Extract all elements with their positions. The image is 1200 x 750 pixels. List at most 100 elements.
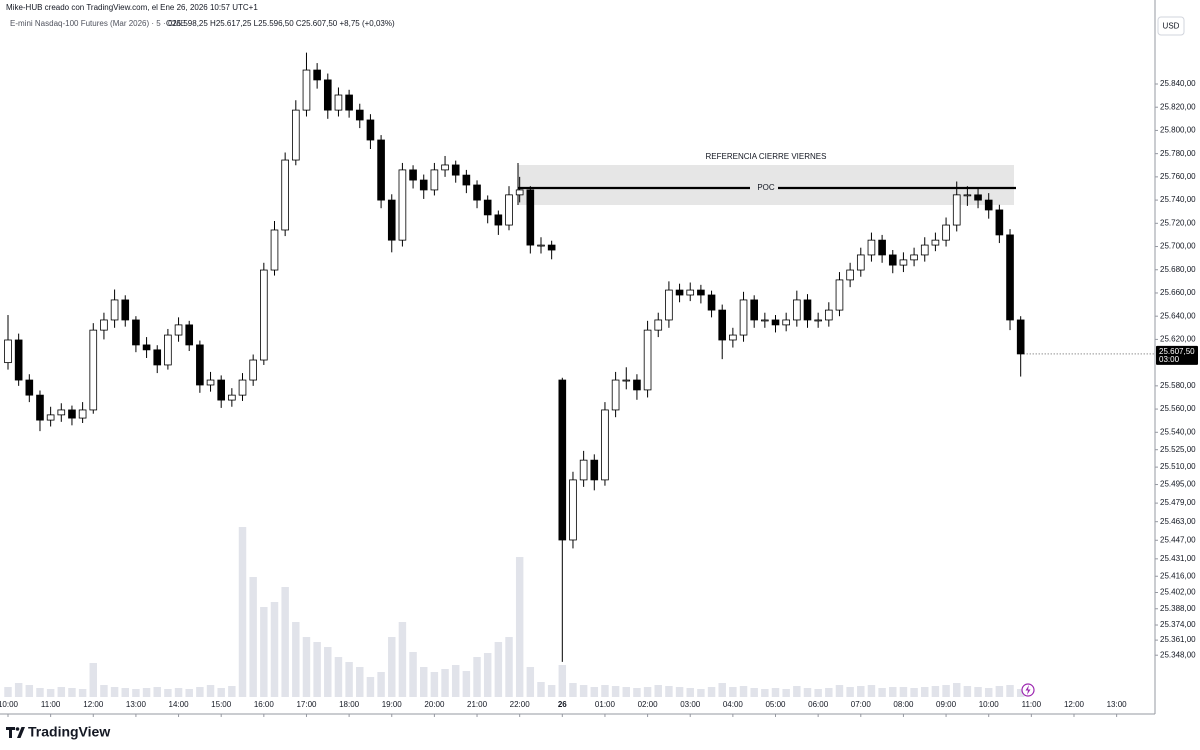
candle-body: [164, 334, 172, 366]
y-tick-label: 25.700,00: [1160, 242, 1196, 251]
candle-body: [430, 169, 439, 191]
x-tick-label: 10:00: [979, 700, 1000, 709]
x-tick-label: 10:00: [0, 700, 19, 709]
brand-logo: TradingView: [6, 724, 110, 740]
volume-bar: [942, 685, 950, 697]
volume-bar: [601, 685, 609, 697]
y-tick-label: 25.510,00: [1160, 462, 1196, 471]
candle-body: [270, 229, 279, 271]
volume-bar: [750, 688, 758, 697]
volume-bar: [473, 657, 481, 697]
candle-body: [579, 459, 588, 481]
x-tick-label: 12:00: [83, 700, 104, 709]
logo-mark: [6, 727, 25, 738]
candle-body: [260, 269, 268, 361]
volume-bar: [441, 669, 449, 697]
x-tick-label: 20:00: [424, 700, 445, 709]
candle-body: [867, 239, 876, 256]
volume-bar: [857, 686, 865, 697]
volume-bar: [420, 667, 428, 697]
y-tick-label: 25.680,00: [1160, 265, 1196, 274]
y-tick-label: 25.620,00: [1160, 335, 1196, 344]
currency-box[interactable]: [1157, 16, 1185, 36]
axes-layer: 25.840,00 25.820,00 25.800,00 25.780,00 25.7…: [0, 79, 1198, 717]
volume-bar: [377, 672, 385, 697]
volume-bar: [835, 685, 844, 697]
candle-body: [153, 349, 162, 366]
candle-body: [558, 379, 567, 541]
volume-bar: [729, 687, 737, 697]
y-tick-label: 25.525,00: [1160, 445, 1196, 454]
candle-body: [78, 409, 87, 419]
volume-bar: [68, 688, 76, 697]
volume-bar: [174, 688, 183, 697]
volume-bar: [739, 686, 748, 697]
volume-bar: [228, 686, 236, 697]
candle-body: [654, 319, 663, 331]
candle-body: [334, 94, 343, 111]
y-tick-label: 25.361,00: [1160, 635, 1196, 644]
x-tick-label: 08:00: [893, 700, 914, 709]
x-tick-label: 14:00: [169, 700, 190, 709]
volume-bar: [889, 687, 897, 697]
volume-bar: [1016, 689, 1025, 697]
candle-body: [206, 379, 215, 386]
volume-bar: [110, 687, 119, 697]
y-tick-label: 25.479,00: [1160, 498, 1196, 507]
candle-body: [771, 319, 780, 326]
candle-body: [505, 194, 513, 226]
x-tick-label: 09:00: [936, 700, 957, 709]
candle-body: [1006, 234, 1014, 321]
candle-body: [281, 159, 289, 231]
volume-bar: [846, 687, 854, 697]
price-marker-label: 25.607,50: [1159, 347, 1195, 356]
volume-bar: [1006, 685, 1014, 697]
volume-bar: [398, 622, 407, 697]
candle-body: [974, 194, 982, 201]
candle-body: [409, 169, 417, 181]
candle-body: [4, 339, 12, 364]
candle-body: [601, 409, 609, 481]
y-tick-label: 25.463,00: [1160, 517, 1196, 526]
x-tick-label: 02:00: [638, 700, 659, 709]
x-tick-label: 18:00: [339, 700, 360, 709]
volume-bar: [654, 685, 662, 697]
volume-bar: [878, 688, 886, 697]
volume-bar: [132, 689, 140, 697]
volume-bar: [36, 688, 44, 697]
x-tick-label: 19:00: [382, 700, 403, 709]
reference-zone[interactable]: [518, 165, 1014, 205]
x-tick-label: 26: [558, 700, 567, 709]
candle-body: [132, 319, 140, 346]
candle-body: [803, 299, 812, 321]
volume-bar: [14, 683, 23, 697]
candle-body: [89, 329, 98, 411]
x-tick-label: 01:00: [595, 700, 616, 709]
chart-title: E-mini Nasdaq-100 Futures (Mar 2026) · 5…: [10, 19, 186, 28]
candle-body: [952, 194, 961, 226]
x-tick-label: 05:00: [765, 700, 786, 709]
volume-bar: [952, 683, 961, 697]
volume-bar: [921, 687, 929, 697]
volume-bar: [633, 688, 641, 697]
candle-body: [345, 94, 353, 111]
candle-body: [995, 209, 1004, 236]
brand: TradingView: [28, 724, 110, 740]
candle-body: [888, 254, 897, 266]
volume-bar: [249, 577, 257, 697]
candle-body: [366, 119, 375, 141]
x-tick-label: 12:00: [1064, 700, 1085, 709]
candle-body: [292, 109, 300, 161]
volume-bar: [483, 653, 492, 697]
volume-bar: [121, 688, 129, 697]
candle-body: [537, 244, 545, 247]
volume-bar: [356, 667, 364, 697]
volume-bar: [526, 667, 535, 697]
volume-bar: [590, 687, 599, 697]
x-tick-label: 11:00: [1022, 700, 1042, 709]
volume-bar: [569, 683, 577, 697]
x-tick-label: 03:00: [680, 700, 701, 709]
candle-body: [686, 289, 695, 296]
volume-bar: [324, 647, 332, 697]
